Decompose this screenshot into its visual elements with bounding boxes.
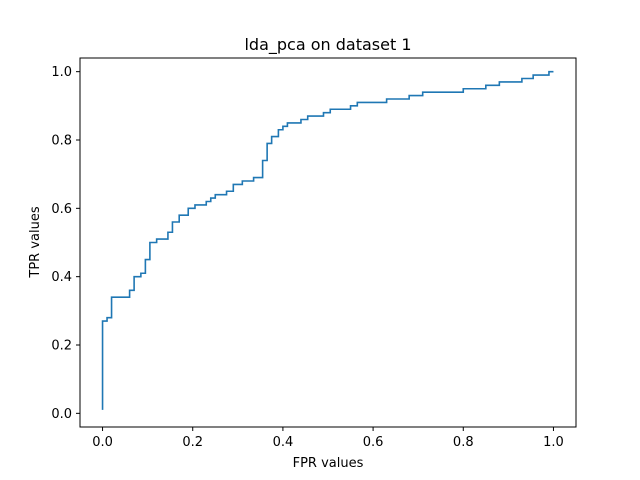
- x-axis-ticks: 0.0 0.2 0.4 0.6 0.8 1.0: [92, 427, 564, 450]
- x-tick-label: 0.4: [273, 435, 294, 450]
- y-tick-label: 0.0: [51, 407, 72, 422]
- roc-curve-line: [101, 70, 554, 410]
- y-tick-label: 0.8: [51, 134, 72, 149]
- plot-area: [101, 70, 554, 410]
- x-axis-label: FPR values: [293, 456, 364, 471]
- x-tick-label: 1.0: [543, 435, 564, 450]
- x-tick-label: 0.2: [182, 435, 203, 450]
- y-axis-ticks: 0.0 0.2 0.4 0.6 0.8 1.0: [51, 65, 80, 422]
- x-tick-label: 0.0: [92, 435, 113, 450]
- y-tick-label: 0.2: [51, 339, 72, 354]
- y-tick-label: 0.6: [51, 202, 72, 217]
- y-tick-label: 0.4: [51, 270, 72, 285]
- y-tick-label: 1.0: [51, 65, 72, 80]
- x-tick-label: 0.8: [453, 435, 474, 450]
- chart-title: lda_pca on dataset 1: [244, 35, 411, 55]
- axes-frame: [79, 57, 577, 428]
- x-tick-label: 0.6: [363, 435, 384, 450]
- y-axis-label: TPR values: [28, 206, 43, 278]
